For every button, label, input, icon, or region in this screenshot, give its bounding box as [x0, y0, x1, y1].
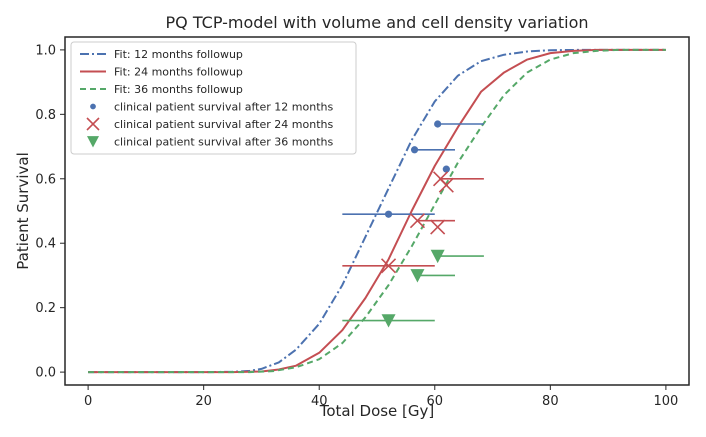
y-tick-label: 0.2 — [35, 301, 56, 316]
y-tick-label: 0.0 — [35, 366, 56, 381]
fit-line-fit-36-months-followup — [88, 48, 666, 374]
y-tick-label: 0.6 — [35, 172, 56, 187]
legend-marker — [87, 136, 99, 148]
legend: Fit: 12 months followup Fit: 24 months fo… — [70, 41, 357, 155]
data-point — [380, 258, 397, 274]
x-tick-label: 0 — [84, 394, 92, 409]
x-axis-label: Total Dose [Gy] — [319, 402, 435, 420]
series-clinical-patient-survival-after-36-months — [342, 249, 484, 328]
data-point — [409, 213, 426, 229]
x-tick-label: 80 — [542, 394, 559, 409]
data-point — [442, 165, 450, 173]
series-fit-12-months-followup — [88, 48, 666, 374]
data-point — [438, 177, 454, 193]
y-tick-label: 1.0 — [35, 43, 56, 58]
x-tick-label: 60 — [427, 394, 444, 409]
series-clinical-patient-survival-after-12-months — [342, 120, 484, 218]
y-axis-label: Patient Survival — [14, 152, 32, 269]
legend-box — [70, 41, 357, 155]
data-point — [410, 269, 425, 283]
data-point — [430, 249, 445, 264]
y-tick-label: 0.4 — [35, 237, 56, 252]
data-point — [430, 219, 446, 235]
legend-marker — [86, 117, 100, 131]
series-clinical-patient-survival-after-24-months — [342, 171, 484, 274]
x-tick-label: 100 — [653, 394, 678, 409]
data-point — [434, 120, 442, 128]
series-fit-36-months-followup — [88, 48, 666, 374]
data-point — [410, 146, 419, 154]
data-point — [384, 210, 393, 218]
legend-marker — [90, 103, 96, 110]
legend-label: clinical patient survival after 12 month… — [114, 101, 333, 114]
chart-title: PQ TCP-model with volume and cell densit… — [165, 13, 588, 32]
plot-data — [88, 48, 666, 374]
fit-line-fit-12-months-followup — [88, 48, 666, 374]
axis-ticks: 0 20 40 60 80 100 0.0 0.2 0.4 0.6 0.8 1.0 — [35, 43, 678, 409]
data-point — [381, 314, 396, 328]
plot-frame — [64, 36, 690, 386]
legend-label: Fit: 36 months followup — [114, 83, 243, 96]
legend-label: clinical patient survival after 36 month… — [114, 136, 333, 149]
legend-label: clinical patient survival after 24 month… — [114, 118, 333, 131]
x-tick-label: 20 — [195, 394, 212, 409]
x-tick-label: 40 — [311, 394, 328, 409]
legend-label: Fit: 12 months followup — [114, 48, 243, 61]
legend-label: Fit: 24 months followup — [114, 66, 243, 79]
y-tick-label: 0.8 — [35, 108, 56, 123]
